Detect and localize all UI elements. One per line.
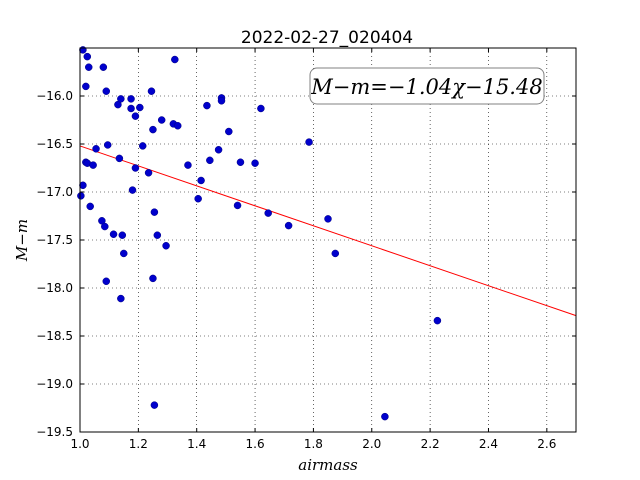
data-points	[77, 46, 442, 421]
x-tick-label: 2.6	[537, 437, 556, 451]
y-tick-label: −16.0	[36, 89, 73, 103]
data-point	[257, 104, 265, 113]
data-point	[117, 95, 125, 103]
data-point	[197, 176, 205, 185]
data-point	[115, 154, 124, 163]
data-point	[127, 104, 135, 113]
x-tick-label: 1.8	[304, 437, 323, 451]
data-point	[109, 230, 118, 238]
data-point	[144, 169, 153, 177]
plot-area	[77, 46, 577, 433]
data-point	[131, 164, 140, 172]
data-point	[217, 97, 226, 105]
data-point	[99, 63, 108, 71]
data-point	[92, 145, 100, 153]
data-point	[83, 52, 92, 61]
data-point	[162, 242, 170, 250]
data-point	[118, 231, 127, 239]
data-point	[184, 161, 192, 169]
y-tick-label: −19.5	[36, 425, 73, 439]
data-point	[381, 412, 389, 421]
data-point	[149, 125, 157, 134]
data-point	[102, 277, 111, 286]
data-point	[127, 95, 135, 103]
data-point	[103, 141, 112, 149]
y-tick-label: −19.0	[36, 377, 73, 391]
data-point	[117, 294, 125, 303]
data-point	[251, 159, 259, 167]
tick-marks	[79, 48, 576, 433]
data-point	[324, 215, 332, 223]
data-point	[86, 202, 94, 211]
data-point	[173, 122, 182, 130]
data-point	[85, 63, 93, 71]
data-point	[136, 103, 144, 112]
data-point	[305, 138, 313, 146]
x-tick-label: 2.4	[479, 437, 498, 451]
data-point	[138, 142, 147, 150]
data-point	[233, 201, 242, 210]
y-tick-label: −18.5	[36, 329, 73, 343]
data-point	[79, 181, 87, 190]
data-point	[284, 221, 293, 230]
annotation-text: M−m=−1.04χ−15.48	[310, 75, 542, 99]
data-point	[171, 55, 179, 64]
fit-layer	[79, 145, 577, 317]
x-tick-label: 2.2	[421, 437, 440, 451]
y-axis-label: M−m	[13, 219, 31, 262]
data-point	[236, 158, 245, 166]
data-point	[157, 116, 166, 124]
data-point	[206, 156, 214, 165]
data-point	[147, 87, 156, 95]
x-axis-label: airmass	[298, 456, 358, 474]
data-point	[101, 222, 109, 231]
data-point	[77, 192, 85, 200]
x-tick-label: 1.2	[129, 437, 148, 451]
chart-title: 2022-02-27_020404	[241, 28, 413, 48]
data-point	[89, 161, 97, 169]
data-point	[331, 249, 340, 258]
data-point	[225, 127, 233, 136]
data-point	[120, 249, 128, 258]
data-point	[102, 87, 111, 95]
fit-line	[79, 145, 577, 317]
data-point	[214, 146, 223, 154]
data-point	[150, 208, 159, 216]
x-tick-label: 1.6	[246, 437, 265, 451]
y-tick-label: −17.0	[36, 185, 73, 199]
data-point	[433, 316, 442, 325]
fit-annotation: M−m=−1.04χ−15.48	[309, 67, 545, 105]
data-point	[131, 112, 140, 120]
y-tick-label: −18.0	[36, 281, 73, 295]
data-point	[153, 231, 162, 239]
data-point	[264, 209, 272, 217]
x-tick-labels: 1.0 1.2 1.4 1.6 1.8 2.0 2.2 2.4 2.6	[70, 437, 556, 451]
y-tick-label: −16.5	[36, 137, 73, 151]
x-tick-label: 2.0	[362, 437, 381, 451]
x-tick-label: 1.4	[187, 437, 206, 451]
data-point	[128, 186, 137, 194]
annotation-box	[309, 67, 545, 105]
y-tick-labels: −16.0 −16.5 −17.0 −17.5 −18.0 −18.5 −19.0 −19.5	[36, 89, 73, 439]
data-point	[150, 401, 159, 409]
data-point	[203, 101, 211, 110]
data-point	[149, 274, 157, 283]
data-point	[82, 82, 90, 91]
x-tick-label: 1.0	[70, 437, 89, 451]
y-tick-label: −17.5	[36, 233, 73, 247]
data-point	[194, 194, 202, 203]
